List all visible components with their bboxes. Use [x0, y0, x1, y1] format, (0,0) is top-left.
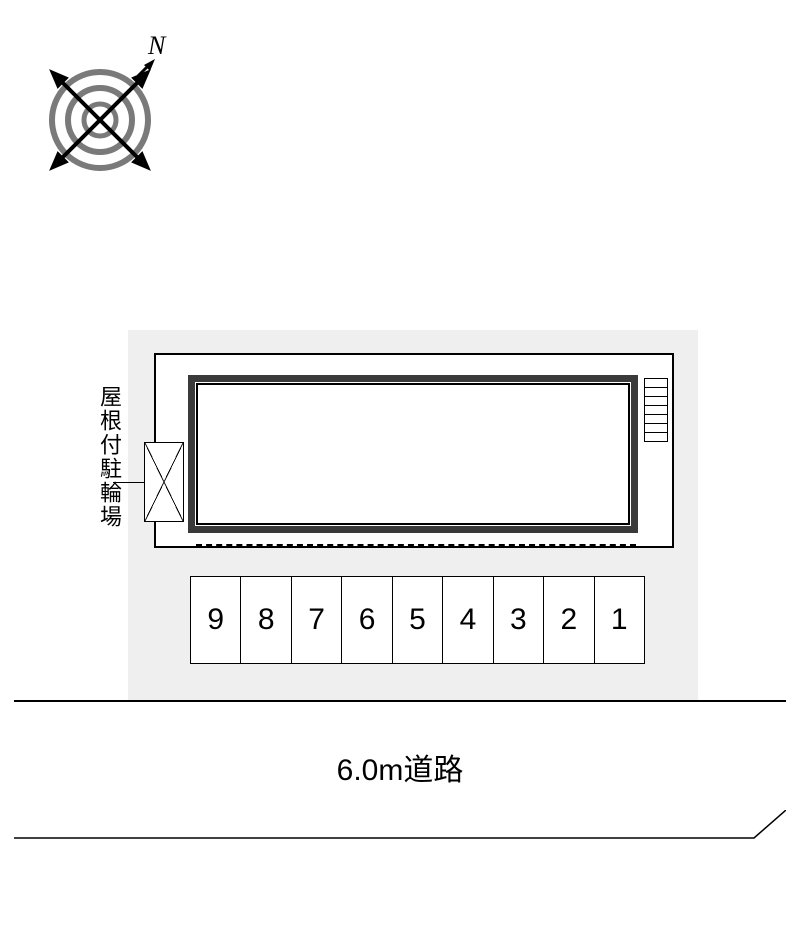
site-plan-diagram: N 屋根付駐輪場 9 8 7 6 5 4 3 2 1 6.0m道路: [0, 0, 800, 940]
parking-slot: 3: [494, 577, 544, 663]
bike-parking-label: 屋根付駐輪場: [93, 385, 125, 529]
road-label: 6.0m道路: [0, 745, 800, 789]
parking-slot: 1: [595, 577, 644, 663]
parking-slot: 6: [342, 577, 392, 663]
compass-north-label: N: [147, 31, 167, 60]
bike-parking-box: [144, 442, 184, 522]
stairs-icon: [644, 378, 668, 442]
building-body: [188, 375, 638, 533]
dashed-boundary: [196, 544, 636, 546]
parking-slot: 8: [241, 577, 291, 663]
parking-slot: 5: [393, 577, 443, 663]
compass-icon: N: [30, 20, 170, 180]
road-edge-bottom: [14, 810, 786, 850]
parking-slot: 2: [544, 577, 594, 663]
leader-line: [113, 482, 144, 483]
parking-slot: 9: [191, 577, 241, 663]
parking-spaces: 9 8 7 6 5 4 3 2 1: [190, 576, 645, 664]
road-edge-top: [14, 700, 786, 702]
parking-slot: 7: [292, 577, 342, 663]
parking-slot: 4: [443, 577, 493, 663]
